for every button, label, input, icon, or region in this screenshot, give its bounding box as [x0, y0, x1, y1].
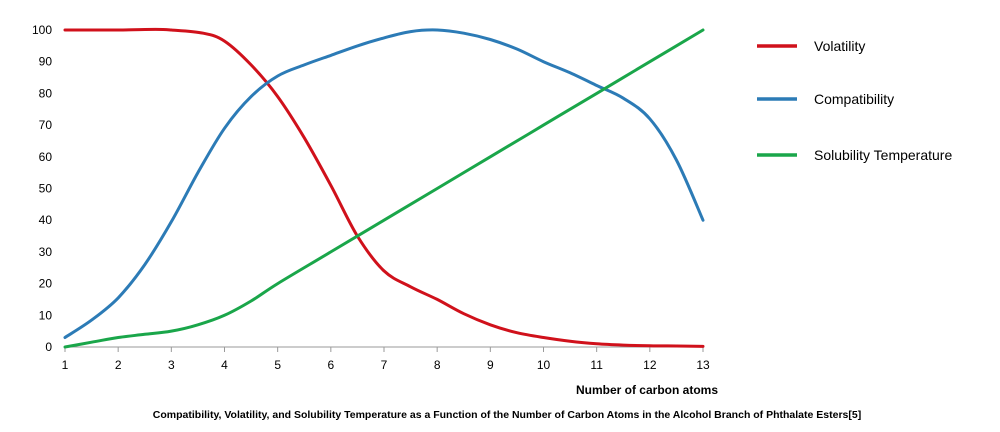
legend-label-compatibility: Compatibility [814, 91, 894, 107]
series-line-solubility-temperature [63, 28, 705, 349]
y-tick-label: 90 [39, 55, 53, 69]
y-tick-label: 10 [39, 308, 53, 322]
y-tick-label: 80 [39, 86, 53, 100]
x-tick-label: 9 [487, 358, 494, 372]
x-axis-title: Number of carbon atoms [576, 383, 718, 397]
y-axis-ticks: 0 10 20 30 40 50 60 70 80 90 100 [32, 23, 52, 354]
x-tick-label: 11 [590, 358, 603, 372]
y-tick-label: 50 [39, 182, 53, 196]
y-tick-label: 20 [39, 277, 53, 291]
series-lines [63, 27, 705, 349]
x-tick-label: 13 [696, 358, 710, 372]
x-tick-label: 7 [381, 358, 388, 372]
x-tick-label: 6 [327, 358, 334, 372]
y-tick-label: 0 [45, 340, 52, 354]
legend: Volatility Compatibility Solubility Temper… [757, 38, 952, 163]
legend-label-volatility: Volatility [814, 38, 865, 54]
series-line-compatibility [63, 28, 705, 339]
y-tick-label: 60 [39, 150, 53, 164]
y-tick-label: 30 [39, 245, 53, 259]
x-tick-label: 4 [221, 358, 228, 372]
y-tick-label: 70 [39, 118, 53, 132]
x-axis-ticks: 1 2 3 4 5 6 7 8 9 10 11 12 13 [62, 347, 710, 372]
y-tick-label: 40 [39, 213, 53, 227]
x-tick-label: 2 [115, 358, 122, 372]
x-tick-label: 3 [168, 358, 175, 372]
x-tick-label: 5 [274, 358, 281, 372]
chart-caption: Compatibility, Volatility, and Solubilit… [153, 409, 861, 421]
x-tick-label: 12 [643, 358, 657, 372]
y-tick-label: 100 [32, 23, 52, 37]
legend-label-solubility-temperature: Solubility Temperature [814, 147, 952, 163]
x-tick-label: 1 [62, 358, 69, 372]
x-tick-label: 8 [434, 358, 441, 372]
x-tick-label: 10 [537, 358, 551, 372]
series-line-volatility [63, 27, 705, 348]
